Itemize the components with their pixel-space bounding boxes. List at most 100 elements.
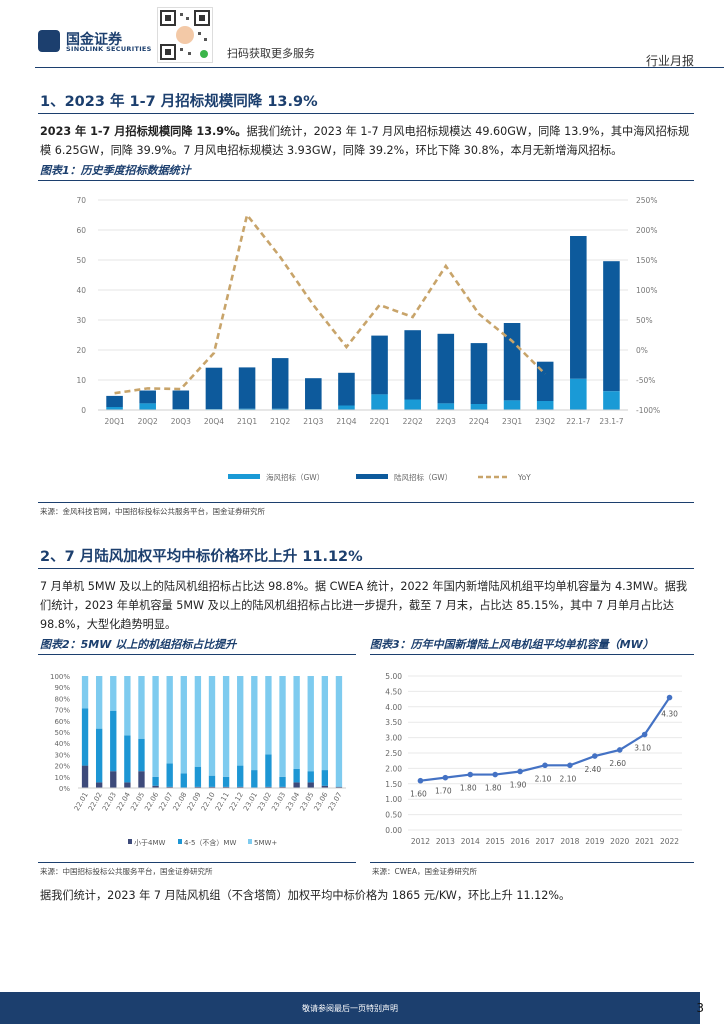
data-point bbox=[641, 731, 648, 738]
bar-5plus bbox=[237, 676, 244, 766]
bar-land bbox=[470, 343, 488, 404]
x-tick: 20Q4 bbox=[204, 417, 224, 426]
x-tick: 20Q1 bbox=[104, 417, 124, 426]
figure1-legend: 海风招标（GW） 陆风招标（GW） YoY bbox=[228, 472, 531, 482]
legend-swatch-land bbox=[356, 474, 388, 479]
bar-4to5 bbox=[110, 710, 117, 772]
bar-lt4 bbox=[307, 782, 314, 788]
figure3-title: 图表3：历年中国新增陆上风电机组平均单机容量（MW） bbox=[370, 638, 654, 651]
x-tick: 23Q2 bbox=[535, 417, 555, 426]
y-left-tick: 60 bbox=[76, 226, 86, 235]
bar-sea bbox=[536, 401, 554, 410]
y-tick: 4.00 bbox=[385, 703, 402, 712]
bar-sea bbox=[603, 391, 620, 410]
x-tick: 21Q3 bbox=[303, 417, 323, 426]
bar-5plus bbox=[95, 676, 103, 729]
bar-lt4 bbox=[110, 771, 117, 788]
bar-lt4 bbox=[194, 786, 202, 788]
bar-land bbox=[570, 236, 587, 379]
data-point bbox=[517, 768, 523, 775]
y-tick: 3.00 bbox=[385, 734, 402, 743]
figure3-gridlines bbox=[408, 675, 682, 831]
bar-4to5 bbox=[222, 776, 230, 787]
logo-english: SINOLINK SECURITIES bbox=[66, 45, 152, 53]
bar-5plus bbox=[307, 676, 314, 772]
bar-lt4 bbox=[335, 786, 343, 788]
y-tick: 60% bbox=[54, 718, 70, 726]
figure1-title: 图表1：历史季度招标数据统计 bbox=[40, 164, 191, 177]
bar-5plus bbox=[180, 676, 187, 774]
data-point bbox=[542, 762, 548, 769]
bar-lt4 bbox=[81, 765, 89, 788]
bar-lt4 bbox=[321, 785, 329, 788]
x-tick: 2015 bbox=[486, 837, 505, 846]
data-point bbox=[467, 771, 474, 778]
x-tick: 2017 bbox=[535, 837, 554, 846]
figure2-rule bbox=[38, 654, 356, 655]
bar-land bbox=[371, 335, 388, 395]
x-tick: 22Q4 bbox=[469, 417, 489, 426]
legend-label: 小于4MW bbox=[134, 838, 165, 847]
legend-label-sea: 海风招标（GW） bbox=[266, 472, 324, 482]
bar-lt4 bbox=[265, 786, 272, 788]
bar-lt4 bbox=[166, 786, 173, 788]
y-tick: 70% bbox=[54, 707, 70, 715]
figure2-bars bbox=[81, 676, 343, 788]
x-tick: 22Q2 bbox=[403, 417, 423, 426]
x-tick: 22Q1 bbox=[369, 417, 389, 426]
figure1-source: 来源：金风科技官网，中国招标投标公共服务平台，国金证券研究所 bbox=[40, 507, 265, 516]
x-tick: 2022 bbox=[660, 837, 679, 846]
x-tick: 20Q3 bbox=[171, 417, 191, 426]
bar-land bbox=[503, 323, 521, 401]
page-number: 3 bbox=[696, 1001, 704, 1015]
y-tick: 3.50 bbox=[385, 718, 402, 727]
bar-5plus bbox=[293, 676, 300, 769]
x-tick: 2012 bbox=[411, 837, 430, 846]
figure3-axes: 0.00 0.50 1.00 1.50 2.00 2.50 3.00 3.50 4.00 4.50… bbox=[385, 672, 679, 846]
qr-caption: 扫码获取更多服务 bbox=[227, 47, 315, 60]
x-tick: 2014 bbox=[461, 837, 480, 846]
figure2-source: 来源：中国招标投标公共服务平台，国金证券研究所 bbox=[40, 867, 213, 876]
y-tick: 2.50 bbox=[385, 749, 402, 758]
bar-5plus bbox=[279, 676, 286, 777]
figure3-bottom-rule bbox=[370, 862, 694, 863]
bar-land bbox=[139, 390, 156, 404]
bar-4to5 bbox=[194, 766, 202, 787]
figure1-chart: 0 10 20 30 40 50 60 70 -100% -50% 0% 50% 100% 150% 200… bbox=[76, 196, 660, 482]
bar-4to5 bbox=[124, 735, 131, 783]
section1-paragraph: 2023 年 1-7 月招标规模同降 13.9%。据我们统计，2023 年 1-… bbox=[40, 122, 694, 160]
yoy-line bbox=[114, 212, 547, 395]
y-right-tick: 0% bbox=[636, 346, 648, 355]
y-tick: 10% bbox=[54, 774, 70, 782]
report-type: 行业月报 bbox=[645, 54, 694, 68]
bar-4to5 bbox=[293, 768, 300, 783]
section1-divider bbox=[38, 113, 694, 114]
figure1-yoy-line bbox=[114, 212, 547, 395]
figure2-chart: 0%10%20%30%40%50%60%70%80%90%100%22.0122… bbox=[50, 673, 346, 847]
y-tick: 4.50 bbox=[385, 687, 402, 696]
bar-4to5 bbox=[251, 770, 258, 788]
figure3-chart: 1.60 1.70 1.80 1.80 1.90 2.10 2.10 2.40 2.60 3.10… bbox=[385, 672, 682, 846]
y-left-tick: 20 bbox=[76, 346, 86, 355]
bar-4to5 bbox=[95, 728, 103, 783]
bar-lt4 bbox=[222, 786, 230, 788]
y-tick: 40% bbox=[54, 740, 70, 748]
data-point bbox=[492, 771, 498, 778]
section2-paragraph: 7 月单机 5MW 及以上的陆风机组招标占比达 98.8%。据 CWEA 统计，… bbox=[40, 580, 688, 631]
legend-swatch-sea bbox=[228, 474, 260, 479]
data-label: 2.10 bbox=[560, 774, 577, 783]
y-tick: 90% bbox=[54, 684, 70, 692]
bar-lt4 bbox=[152, 785, 159, 788]
bar-lt4 bbox=[95, 782, 103, 788]
y-tick: 30% bbox=[54, 751, 70, 759]
bar-5plus bbox=[251, 676, 258, 771]
data-point bbox=[442, 774, 449, 781]
data-label: 2.40 bbox=[584, 765, 601, 774]
bar-sea bbox=[238, 408, 256, 410]
y-right-tick: 200% bbox=[636, 226, 657, 235]
figure3-rule bbox=[370, 654, 694, 655]
bar-4to5 bbox=[208, 775, 216, 787]
bar-4to5 bbox=[265, 754, 272, 787]
data-point bbox=[666, 694, 673, 701]
data-label: 1.80 bbox=[460, 784, 477, 793]
